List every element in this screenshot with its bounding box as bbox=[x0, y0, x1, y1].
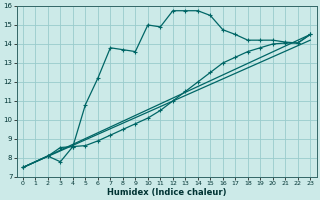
X-axis label: Humidex (Indice chaleur): Humidex (Indice chaleur) bbox=[107, 188, 226, 197]
